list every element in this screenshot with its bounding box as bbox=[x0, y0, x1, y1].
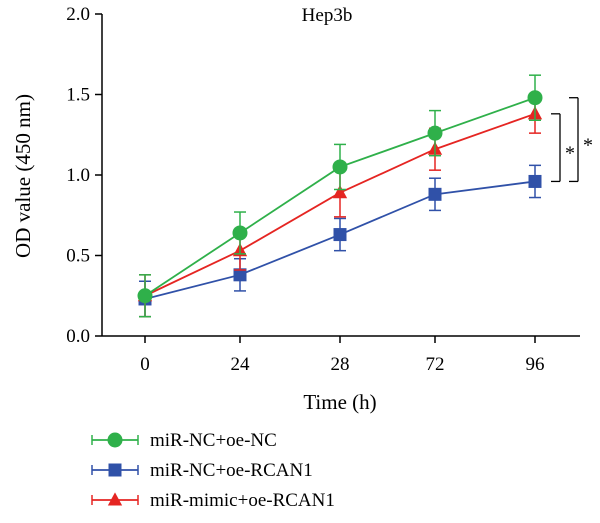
data-point bbox=[232, 225, 248, 241]
series-triangle bbox=[137, 93, 543, 318]
data-point bbox=[332, 159, 348, 175]
data-point bbox=[427, 125, 443, 141]
data-point bbox=[332, 185, 348, 199]
legend-label: miR-NC+oe-NC bbox=[150, 430, 277, 451]
data-point bbox=[527, 90, 543, 106]
legend-item: miR-mimic+oe-RCAN1 bbox=[91, 490, 335, 511]
legend-item: miR-NC+oe-NC bbox=[91, 430, 277, 451]
axes bbox=[101, 14, 580, 337]
legend-label: miR-NC+oe-RCAN1 bbox=[150, 460, 313, 481]
y-tick-label: 0.0 bbox=[66, 326, 90, 347]
data-point bbox=[428, 187, 442, 201]
legend-label: miR-mimic+oe-RCAN1 bbox=[150, 490, 335, 511]
significance-bracket: * bbox=[569, 97, 593, 183]
y-axis-label: OD value (450 nm) bbox=[11, 94, 35, 258]
x-tick-label: 72 bbox=[426, 354, 445, 375]
legend-marker bbox=[107, 492, 123, 506]
series-circle bbox=[137, 74, 543, 318]
x-axis-ticks: 0 24 28 72 96 bbox=[140, 336, 545, 375]
x-axis-label: Time (h) bbox=[303, 390, 376, 414]
significance-star: * bbox=[565, 143, 575, 165]
significance-star: * bbox=[583, 135, 593, 157]
data-point bbox=[333, 228, 347, 242]
legend-marker bbox=[108, 463, 122, 477]
chart-title: Hep3b bbox=[302, 5, 353, 26]
y-tick-label: 1.0 bbox=[66, 165, 90, 186]
series-layer bbox=[137, 74, 543, 318]
x-tick-label: 28 bbox=[331, 354, 350, 375]
x-tick-label: 24 bbox=[231, 354, 251, 375]
x-tick-label: 0 bbox=[140, 354, 150, 375]
data-point bbox=[528, 174, 542, 188]
data-point bbox=[233, 268, 247, 282]
data-point bbox=[137, 288, 153, 304]
significance-bracket: * bbox=[551, 113, 575, 183]
y-axis-ticks: 0.0 0.5 1.0 1.5 2.0 bbox=[66, 4, 102, 347]
x-tick-label: 96 bbox=[526, 354, 545, 375]
legend: miR-NC+oe-NC miR-NC+oe-RCAN1 miR-mimic+oe-… bbox=[91, 430, 335, 511]
legend-item: miR-NC+oe-RCAN1 bbox=[91, 460, 313, 481]
y-tick-label: 0.5 bbox=[66, 246, 90, 267]
legend-marker bbox=[107, 432, 123, 448]
y-tick-label: 1.5 bbox=[66, 85, 90, 106]
significance-annotations: * * bbox=[551, 97, 593, 183]
y-tick-label: 2.0 bbox=[66, 4, 90, 25]
